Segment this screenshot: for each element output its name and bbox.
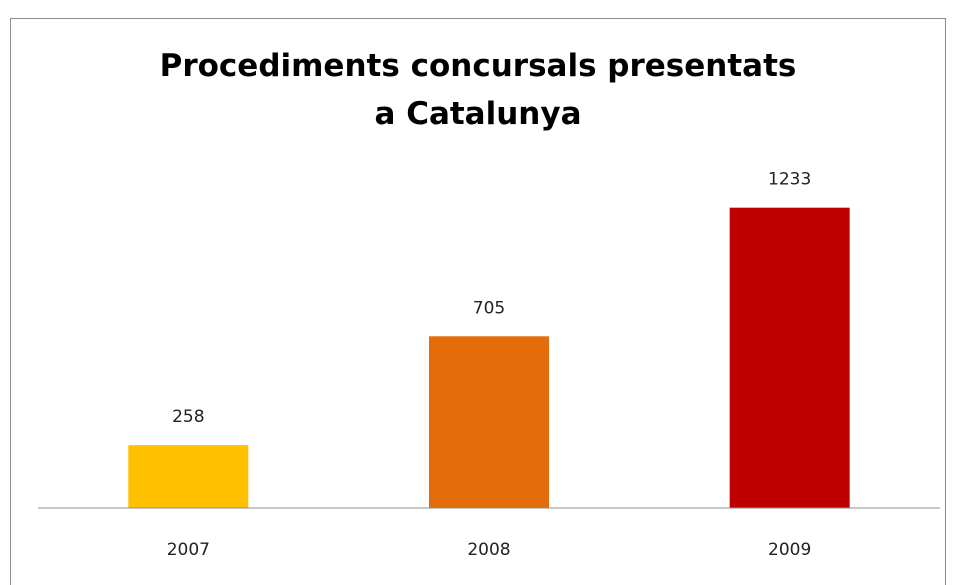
chart-frame xyxy=(10,18,946,585)
data-label: 258 xyxy=(172,407,204,427)
chart-title: Procediments concursals presentats a Cat… xyxy=(159,48,797,132)
bar xyxy=(128,445,249,508)
data-label: 1233 xyxy=(768,170,811,190)
x-tick-label: 2009 xyxy=(768,540,811,560)
bar xyxy=(429,336,549,508)
data-label: 705 xyxy=(473,298,505,318)
x-tick-label: 2008 xyxy=(467,540,510,560)
bar xyxy=(729,207,850,508)
x-tick-label: 2007 xyxy=(167,540,210,560)
